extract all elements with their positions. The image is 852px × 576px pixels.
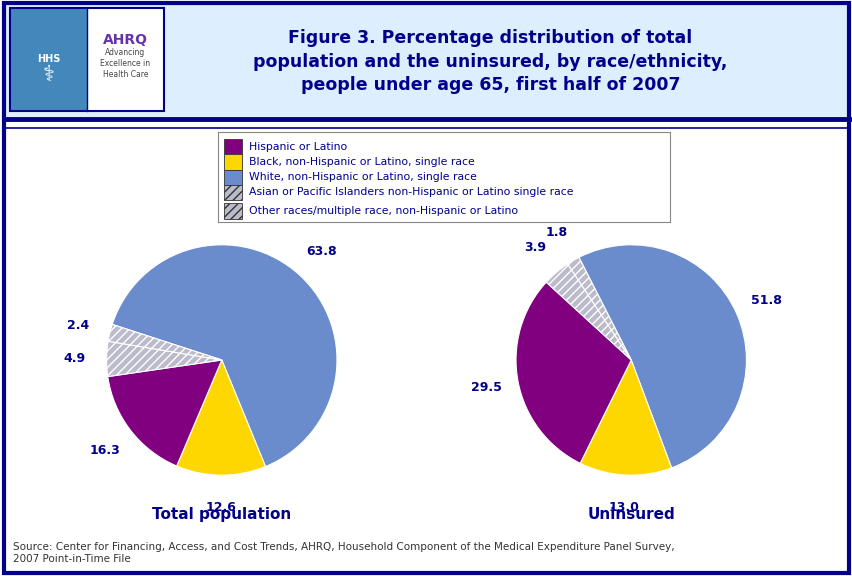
Text: 16.3: 16.3 (89, 444, 120, 457)
Bar (224, 185, 242, 200)
Text: 4.9: 4.9 (63, 352, 85, 365)
Text: 12.6: 12.6 (205, 501, 236, 514)
Title: Total population: Total population (152, 507, 291, 522)
Text: 51.8: 51.8 (750, 294, 780, 307)
Wedge shape (545, 264, 630, 360)
Text: 1.8: 1.8 (545, 226, 567, 239)
Text: Figure 3. Percentage distribution of total
population and the uninsured, by race: Figure 3. Percentage distribution of tot… (253, 29, 727, 94)
Wedge shape (176, 360, 265, 475)
Wedge shape (108, 324, 222, 360)
Text: HHS: HHS (37, 54, 60, 65)
Bar (224, 154, 242, 169)
Wedge shape (579, 360, 671, 475)
Title: Uninsured: Uninsured (587, 507, 674, 522)
Wedge shape (567, 257, 630, 360)
Wedge shape (515, 282, 630, 463)
Text: Advancing
Excellence in
Health Care: Advancing Excellence in Health Care (101, 48, 150, 79)
Wedge shape (107, 360, 222, 466)
Text: Source: Center for Financing, Access, and Cost Trends, AHRQ, Household Component: Source: Center for Financing, Access, an… (13, 542, 674, 564)
Wedge shape (106, 341, 222, 377)
Text: Black, non-Hispanic or Latino, single race: Black, non-Hispanic or Latino, single ra… (249, 157, 475, 167)
Text: AHRQ: AHRQ (103, 33, 147, 47)
Text: Asian or Pacific Islanders non-Hispanic or Latino single race: Asian or Pacific Islanders non-Hispanic … (249, 187, 573, 198)
Text: 63.8: 63.8 (307, 245, 337, 259)
Text: 2.4: 2.4 (67, 319, 89, 332)
Wedge shape (579, 245, 746, 468)
Text: Other races/multiple race, non-Hispanic or Latino: Other races/multiple race, non-Hispanic … (249, 206, 518, 216)
Bar (224, 139, 242, 154)
Wedge shape (112, 245, 337, 467)
Text: 29.5: 29.5 (470, 381, 501, 393)
Text: White, non-Hispanic or Latino, single race: White, non-Hispanic or Latino, single ra… (249, 172, 476, 182)
Bar (224, 203, 242, 219)
Text: 13.0: 13.0 (607, 501, 638, 514)
Bar (224, 169, 242, 185)
Text: ⚕: ⚕ (43, 65, 55, 85)
Text: Hispanic or Latino: Hispanic or Latino (249, 142, 347, 151)
Text: 3.9: 3.9 (524, 241, 546, 255)
